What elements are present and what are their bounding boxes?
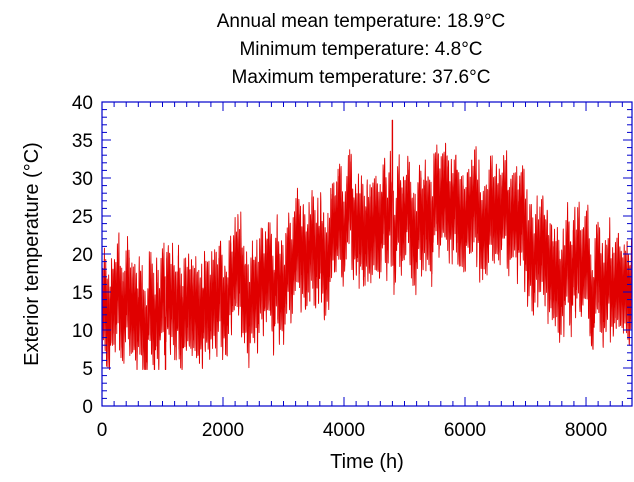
chart-title: Annual mean temperature: 18.9°C Minimum … <box>217 11 506 88</box>
x-axis-label: Time (h) <box>330 451 404 473</box>
title-line-mean: Annual mean temperature: 18.9°C <box>217 11 506 32</box>
x-tick-label: 4000 <box>323 420 365 441</box>
title-line-max: Maximum temperature: 37.6°C <box>232 67 491 88</box>
y-tick-label: 30 <box>72 169 93 190</box>
axis-ticks <box>101 101 632 407</box>
y-tick-labels: 0 5 10 15 20 25 30 35 40 <box>72 93 93 418</box>
y-tick-label: 40 <box>72 93 93 114</box>
y-tick-label: 20 <box>72 245 93 266</box>
y-tick-label: 25 <box>72 207 93 228</box>
y-tick-label: 35 <box>72 131 93 152</box>
y-tick-label: 0 <box>82 397 93 418</box>
x-tick-label: 8000 <box>565 420 607 441</box>
x-tick-label: 2000 <box>202 420 244 441</box>
x-tick-label: 6000 <box>444 420 486 441</box>
series-layer <box>101 119 633 370</box>
temperature-series-line <box>101 119 633 370</box>
x-tick-labels: 0 2000 4000 6000 8000 <box>97 420 607 441</box>
y-tick-label: 15 <box>72 283 93 304</box>
y-axis-label: Exterior temperature (°C) <box>21 142 43 366</box>
title-line-min: Minimum temperature: 4.8°C <box>239 39 482 60</box>
y-tick-label: 5 <box>82 359 93 380</box>
x-tick-label: 0 <box>97 420 108 441</box>
y-tick-label: 10 <box>72 321 93 342</box>
